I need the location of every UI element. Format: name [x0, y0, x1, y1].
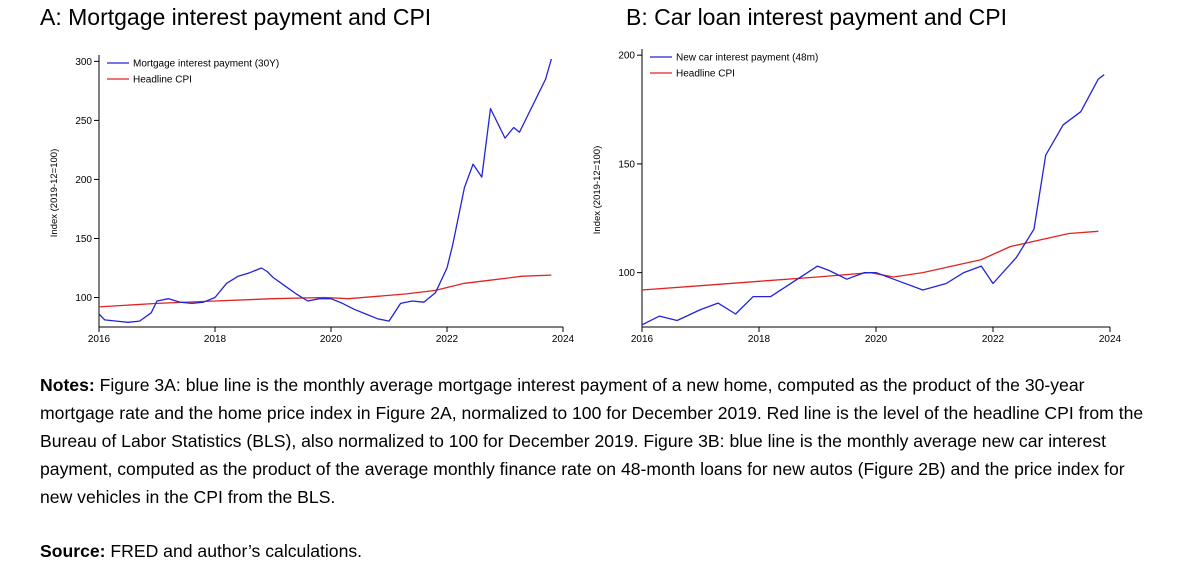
- y-tick-label: 100: [618, 268, 635, 279]
- legend-label: New car interest payment (48m): [676, 53, 818, 64]
- x-tick-label: 2022: [436, 334, 459, 345]
- series-line-headline-cpi: [641, 230, 1099, 291]
- chart-panel-a: 100 150 200 250 300 2016 2018 2020 2022 2024 Index…: [49, 55, 575, 345]
- y-tick-label: 200: [75, 175, 92, 186]
- series-line-interest-payment: [98, 58, 553, 323]
- x-tick-label: 2024: [552, 334, 575, 345]
- x-tick-label: 2018: [748, 334, 771, 345]
- panel-a-title: A: Mortgage interest payment and CPI: [40, 4, 432, 30]
- panel-b-title: B: Car loan interest payment and CPI: [626, 4, 1007, 30]
- y-tick-label: 200: [618, 51, 635, 62]
- y-tick-label: 150: [75, 234, 92, 245]
- y-tick-label: 300: [75, 57, 92, 68]
- figure-notes: Notes: Figure 3A: blue line is the month…: [40, 371, 1160, 511]
- figure-source: Source: FRED and author’s calculations.: [40, 537, 362, 565]
- notes-text: Figure 3A: blue line is the monthly aver…: [40, 375, 1144, 507]
- source-text: FRED and author’s calculations.: [105, 541, 363, 561]
- y-tick-label: 150: [618, 159, 635, 170]
- source-label: Source:: [40, 541, 106, 561]
- y-axis-label: Index (2019-12=100): [49, 149, 60, 237]
- y-tick-label: 250: [75, 116, 92, 127]
- x-tick-label: 2020: [320, 334, 343, 345]
- legend-label: Headline CPI: [133, 75, 192, 86]
- x-tick-label: 2018: [204, 334, 227, 345]
- x-tick-label: 2016: [631, 334, 654, 345]
- series-line-headline-cpi: [98, 274, 552, 308]
- x-tick-label: 2020: [865, 334, 888, 345]
- legend-label: Headline CPI: [676, 69, 735, 80]
- series-line-interest-payment: [641, 74, 1105, 326]
- x-tick-label: 2022: [982, 334, 1005, 345]
- x-tick-label: 2016: [88, 334, 111, 345]
- legend-label: Mortgage interest payment (30Y): [133, 59, 279, 70]
- x-tick-label: 2024: [1099, 334, 1122, 345]
- notes-label: Notes:: [40, 375, 95, 395]
- y-tick-label: 100: [75, 293, 92, 304]
